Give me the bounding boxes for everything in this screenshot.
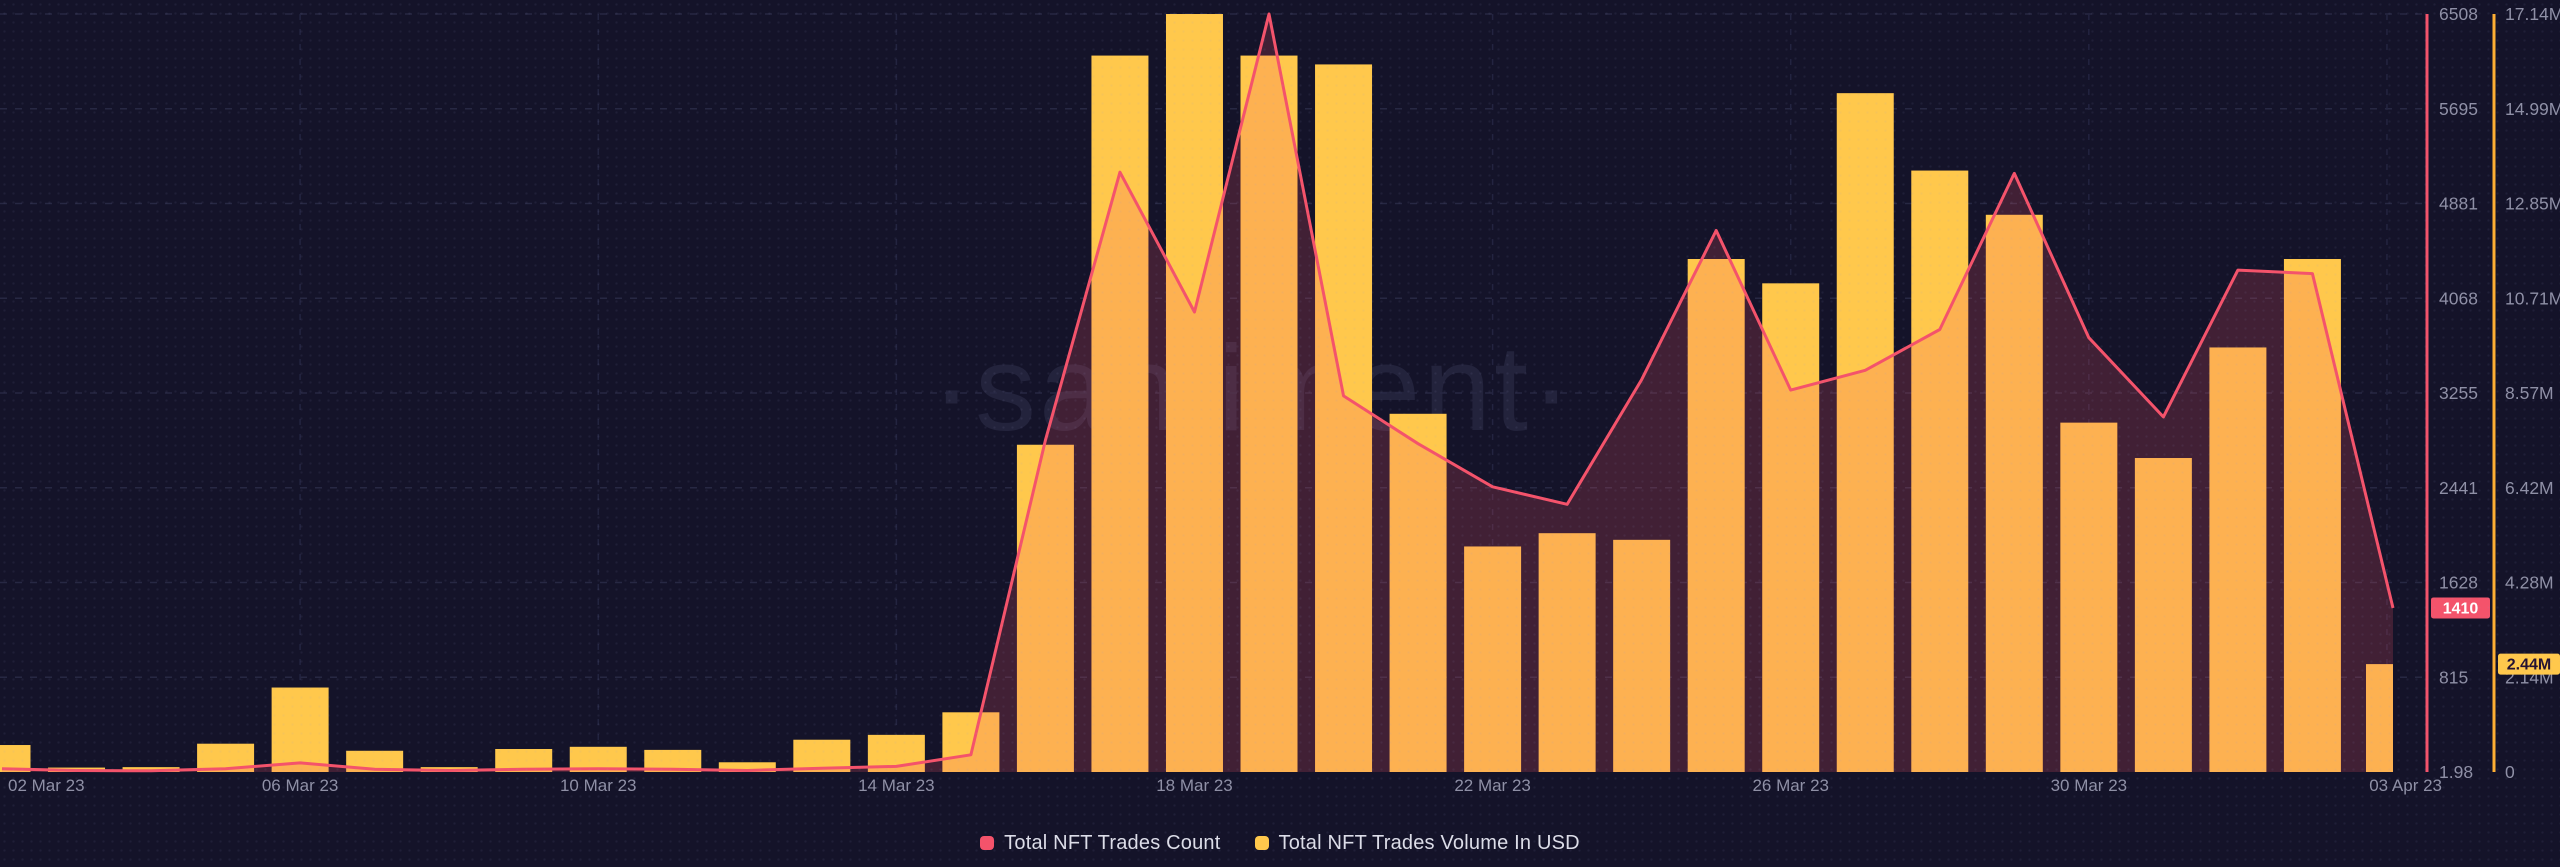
chart-layers: 6508 5695 4881 4068 3255 2441 1628 815 1.98 17.14… bbox=[0, 4, 2560, 795]
volume-bar[interactable] bbox=[1315, 64, 1373, 772]
count-axis-tick: 6508 bbox=[2439, 4, 2478, 24]
x-axis-tick: 26 Mar 23 bbox=[1752, 776, 1829, 795]
legend-item-trades-count[interactable]: Total NFT Trades Count bbox=[980, 831, 1220, 855]
volume-bar[interactable] bbox=[1687, 259, 1745, 772]
volume-axis-tick: 6.42M bbox=[2505, 478, 2554, 498]
volume-axis-tick: 17.14M bbox=[2505, 4, 2560, 24]
count-axis-tick: 2441 bbox=[2439, 478, 2478, 498]
count-axis-tick: 5695 bbox=[2439, 99, 2478, 119]
volume-axis-tick: 10.71M bbox=[2505, 288, 2560, 308]
volume-bar[interactable] bbox=[1911, 170, 1969, 772]
volume-bar[interactable] bbox=[495, 749, 553, 772]
trades-count-legend-label: Total NFT Trades Count bbox=[1004, 832, 1221, 854]
count-axis-tick: 1628 bbox=[2439, 573, 2478, 593]
count-axis-tick: 4881 bbox=[2439, 194, 2478, 214]
volume-axis-tick: 8.57M bbox=[2505, 383, 2554, 403]
volume-bar[interactable] bbox=[1538, 533, 1596, 772]
volume-bar[interactable] bbox=[942, 712, 1000, 772]
volume-axis-tick: 0 bbox=[2505, 762, 2515, 782]
count-axis-tick: 1.98 bbox=[2439, 762, 2473, 782]
x-axis-tick: 06 Mar 23 bbox=[262, 776, 339, 795]
volume-bar[interactable] bbox=[1240, 55, 1298, 772]
volume-bar[interactable] bbox=[1016, 444, 1074, 772]
chart-legend: Total NFT Trades Count Total NFT Trades … bbox=[0, 831, 2560, 855]
x-axis-tick: 14 Mar 23 bbox=[858, 776, 935, 795]
volume-bar[interactable] bbox=[2209, 347, 2267, 772]
volume-bar[interactable] bbox=[2283, 259, 2341, 772]
volume-axis-tick: 4.28M bbox=[2505, 573, 2554, 593]
trades-volume-legend-label: Total NFT Trades Volume In USD bbox=[1278, 832, 1580, 854]
count-axis-tick: 4068 bbox=[2439, 288, 2478, 308]
volume-axis-tick: 12.85M bbox=[2505, 194, 2560, 214]
trades-count-legend-swatch bbox=[980, 836, 995, 850]
count-axis-tick: 815 bbox=[2439, 667, 2468, 687]
count-axis-tick: 3255 bbox=[2439, 383, 2478, 403]
count-value-badge bbox=[2431, 597, 2490, 619]
trades-volume-legend-swatch bbox=[1254, 836, 1269, 850]
volume-value-badge-text: 2.44M bbox=[2507, 657, 2551, 674]
x-axis-tick: 10 Mar 23 bbox=[560, 776, 637, 795]
volume-bar[interactable] bbox=[1165, 14, 1223, 772]
volume-bar[interactable] bbox=[1389, 413, 1447, 772]
volume-value-badge bbox=[2498, 653, 2560, 675]
volume-bar[interactable] bbox=[1985, 214, 2043, 773]
x-axis-tick: 02 Mar 23 bbox=[8, 776, 85, 795]
volume-bar[interactable] bbox=[2366, 664, 2393, 772]
volume-axis-tick: 14.99M bbox=[2505, 99, 2560, 119]
volume-bar[interactable] bbox=[1836, 93, 1894, 773]
volume-bar[interactable] bbox=[2134, 458, 2192, 772]
legend-item-trades-volume[interactable]: Total NFT Trades Volume In USD bbox=[1254, 831, 1580, 855]
count-area-fill bbox=[2, 14, 2393, 772]
x-axis-tick: 22 Mar 23 bbox=[1454, 776, 1531, 795]
x-axis-tick: 03 Apr 23 bbox=[2369, 776, 2442, 795]
volume-bar[interactable] bbox=[1613, 539, 1671, 772]
x-axis-tick: 30 Mar 23 bbox=[2051, 776, 2128, 795]
volume-bar[interactable] bbox=[2060, 422, 2118, 772]
x-axis-tick: 18 Mar 23 bbox=[1156, 776, 1233, 795]
volume-bar[interactable] bbox=[644, 749, 702, 772]
volume-bar[interactable] bbox=[718, 762, 776, 772]
volume-bar[interactable] bbox=[1464, 546, 1522, 772]
count-line[interactable] bbox=[1, 12, 2395, 773]
volume-bar[interactable] bbox=[271, 687, 329, 772]
volume-bar[interactable] bbox=[1762, 283, 1820, 772]
count-value-badge-text: 1410 bbox=[2443, 600, 2479, 617]
